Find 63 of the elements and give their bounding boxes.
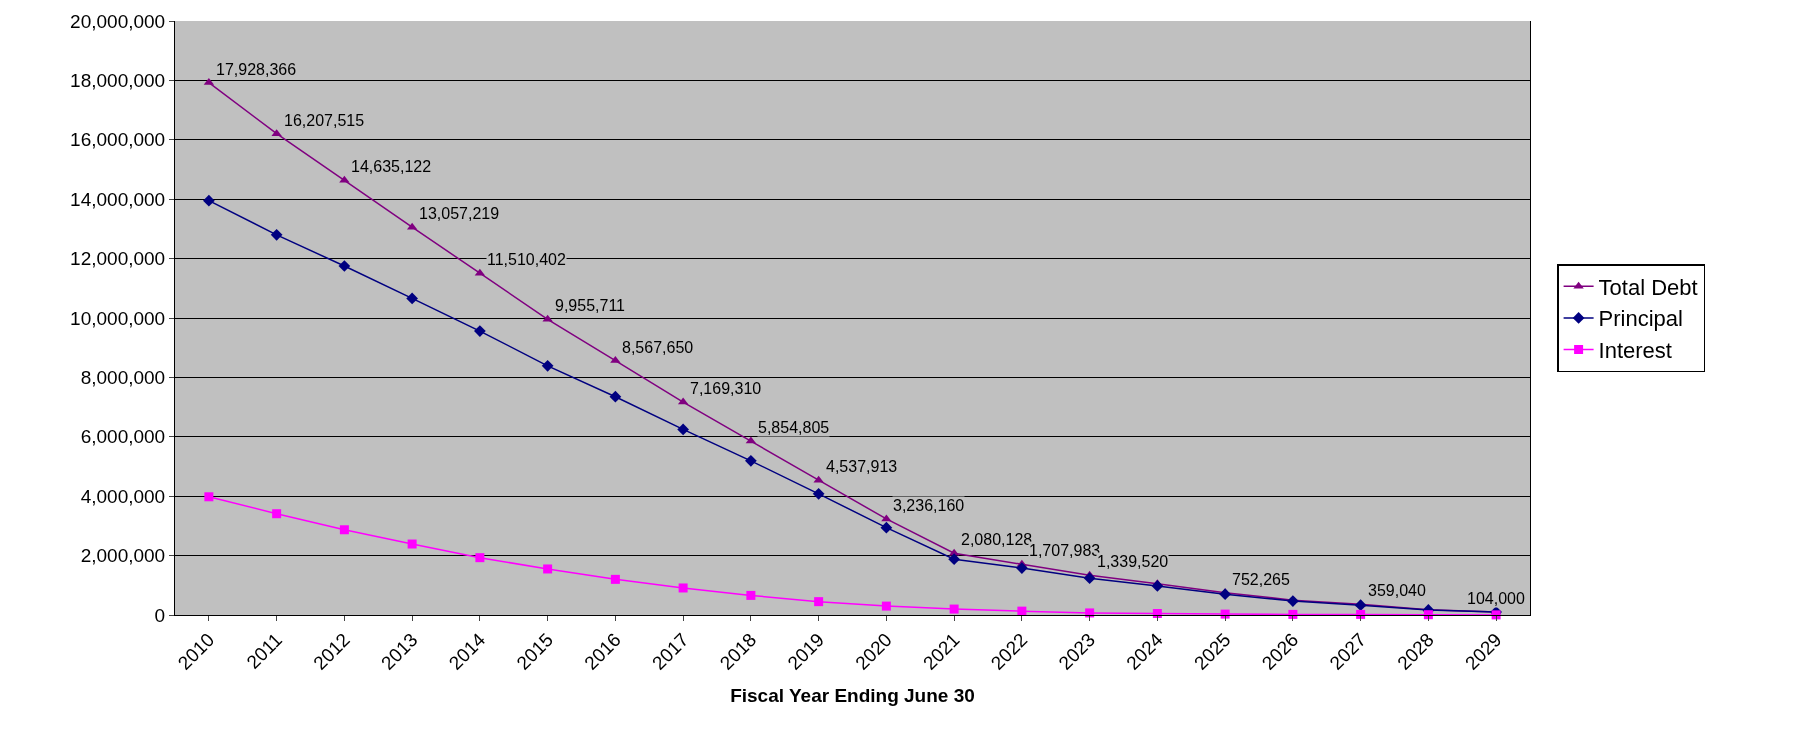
point [272, 509, 282, 519]
data-label: 752,265 [1232, 571, 1290, 588]
y-tick-label: 18,000,000 [70, 70, 166, 92]
data-label: 5,854,805 [758, 419, 830, 436]
point [543, 564, 553, 574]
y-tick-label: 2,000,000 [80, 545, 166, 567]
data-label: 1,339,520 [1097, 553, 1169, 570]
point [338, 260, 351, 272]
point [746, 590, 756, 600]
point [880, 521, 893, 534]
point [204, 492, 214, 502]
point [677, 423, 689, 436]
point [1016, 562, 1028, 574]
legend-label: Interest [1598, 338, 1672, 364]
data-label: 104,000 [1467, 590, 1525, 607]
data-label: 1,707,983 [1029, 542, 1101, 559]
data-label: 9,955,711 [555, 297, 626, 314]
data-label: 17,928,366 [216, 61, 297, 78]
point [610, 574, 620, 584]
y-tick-label: 12,000,000 [70, 248, 166, 270]
y-tick-label: 14,000,000 [70, 188, 166, 210]
point [406, 292, 418, 305]
y-tick-label: 16,000,000 [70, 129, 166, 151]
point [541, 359, 554, 372]
y-tick-label: 4,000,000 [80, 485, 166, 507]
point [1151, 580, 1164, 592]
data-label: 8,567,650 [622, 339, 694, 356]
point [881, 601, 891, 611]
point [949, 604, 959, 614]
data-label: 359,040 [1368, 582, 1426, 599]
legend-label: Principal [1598, 306, 1683, 332]
data-label: 14,635,122 [351, 158, 432, 175]
point [609, 390, 622, 403]
point [814, 597, 824, 607]
y-tick-label: 8,000,000 [80, 367, 166, 389]
y-tick-label: 6,000,000 [80, 426, 166, 448]
point [1219, 588, 1231, 601]
x-axis-title: Fiscal Year Ending June 30 [730, 684, 975, 706]
point [812, 487, 825, 500]
data-label: 7,169,310 [690, 380, 762, 397]
data-label: 13,057,219 [419, 205, 500, 222]
point [339, 175, 350, 183]
y-tick-label: 10,000,000 [70, 307, 166, 329]
data-label: 3,236,160 [893, 497, 965, 514]
point [745, 455, 757, 467]
point [881, 514, 892, 522]
point [948, 553, 960, 566]
data-label: 4,537,913 [826, 458, 898, 475]
data-label: 11,510,402 [487, 251, 566, 268]
point [1083, 572, 1096, 585]
y-tick-label: 20,000,000 [70, 10, 166, 32]
point [475, 553, 485, 563]
point [407, 539, 417, 549]
data-label: 16,207,515 [284, 112, 365, 129]
point [678, 583, 688, 593]
point [270, 228, 283, 241]
point [339, 525, 349, 535]
point [542, 314, 553, 322]
point [474, 325, 486, 337]
y-tick-label: 0 [154, 604, 166, 626]
point [203, 194, 215, 207]
point [1287, 595, 1299, 607]
legend-label: Total Debt [1598, 274, 1698, 300]
